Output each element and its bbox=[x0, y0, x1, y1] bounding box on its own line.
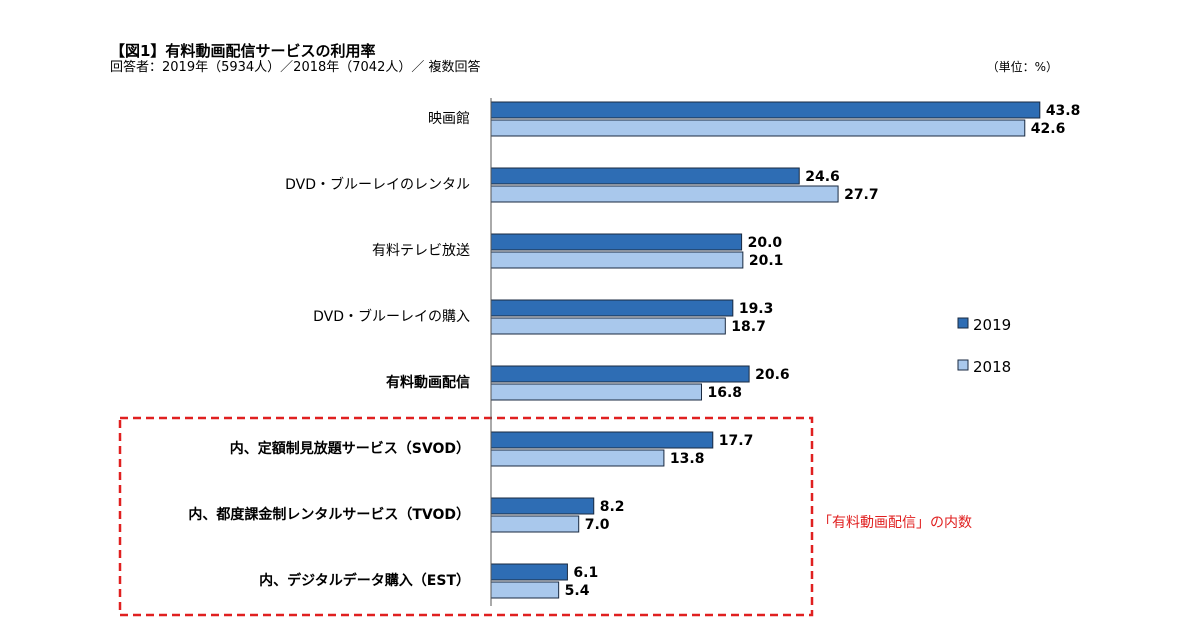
bar-2019 bbox=[490, 167, 800, 185]
legend-swatch-2019 bbox=[957, 317, 969, 329]
category-label: DVD・ブルーレイの購入 bbox=[313, 308, 470, 325]
data-label-2018: 18.7 bbox=[731, 319, 766, 335]
bar-2019 bbox=[490, 497, 595, 515]
legend-label-2018: 2018 bbox=[973, 358, 1011, 376]
legend-label-2019: 2019 bbox=[973, 316, 1011, 334]
bar-2019 bbox=[490, 431, 714, 449]
data-label-2018: 5.4 bbox=[565, 583, 590, 599]
category-label: 内、定額制見放題サービス（SVOD） bbox=[230, 440, 470, 457]
data-label-2019: 20.6 bbox=[755, 367, 790, 383]
bar-2019 bbox=[490, 563, 568, 581]
bar-2019 bbox=[490, 233, 743, 251]
chart-title: 【図1】有料動画配信サービスの利用率 bbox=[110, 42, 375, 60]
category-label: 有料テレビ放送 bbox=[372, 243, 470, 259]
bar-2018 bbox=[490, 251, 744, 269]
bar-2019 bbox=[490, 299, 734, 317]
data-label-2019: 20.0 bbox=[748, 235, 783, 251]
data-label-2018: 27.7 bbox=[844, 187, 879, 203]
legend-swatch-2018 bbox=[957, 359, 969, 371]
category-label: 有料動画配信 bbox=[386, 374, 470, 391]
bar-2018 bbox=[490, 119, 1026, 137]
category-label: 映画館 bbox=[428, 110, 470, 127]
bar-2018 bbox=[490, 185, 839, 203]
data-label-2018: 7.0 bbox=[585, 517, 610, 533]
data-label-2019: 8.2 bbox=[600, 499, 625, 515]
category-label: 内、デジタルデータ購入（EST） bbox=[259, 572, 470, 589]
data-label-2018: 42.6 bbox=[1031, 121, 1066, 137]
legend: 2019 2018 bbox=[957, 316, 1011, 376]
category-label: DVD・ブルーレイのレンタル bbox=[285, 176, 470, 193]
data-label-2019: 43.8 bbox=[1046, 103, 1081, 119]
data-label-2018: 13.8 bbox=[670, 451, 705, 467]
subset-annotation: 「有料動画配信」の内数 bbox=[818, 515, 972, 531]
data-label-2019: 24.6 bbox=[805, 169, 840, 185]
data-label-2018: 16.8 bbox=[708, 385, 743, 401]
data-label-2018: 20.1 bbox=[749, 253, 784, 269]
bar-2019 bbox=[490, 365, 750, 383]
bar-2018 bbox=[490, 317, 726, 335]
bar-2018 bbox=[490, 515, 580, 533]
bar-2019 bbox=[490, 101, 1041, 119]
bar-2018 bbox=[490, 383, 703, 401]
chart-subtitle: 回答者：2019年（5934人）／2018年（7042人）／ 複数回答 bbox=[110, 59, 480, 75]
data-label-2019: 19.3 bbox=[739, 301, 774, 317]
data-label-2019: 6.1 bbox=[573, 565, 598, 581]
unit-label: （単位：%） bbox=[987, 59, 1058, 74]
bar-2018 bbox=[490, 449, 665, 467]
bar-2018 bbox=[490, 581, 560, 599]
subset-highlight-box bbox=[118, 416, 814, 617]
data-label-2019: 17.7 bbox=[719, 433, 754, 449]
category-label: 内、都度課金制レンタルサービス（TVOD） bbox=[188, 506, 470, 523]
